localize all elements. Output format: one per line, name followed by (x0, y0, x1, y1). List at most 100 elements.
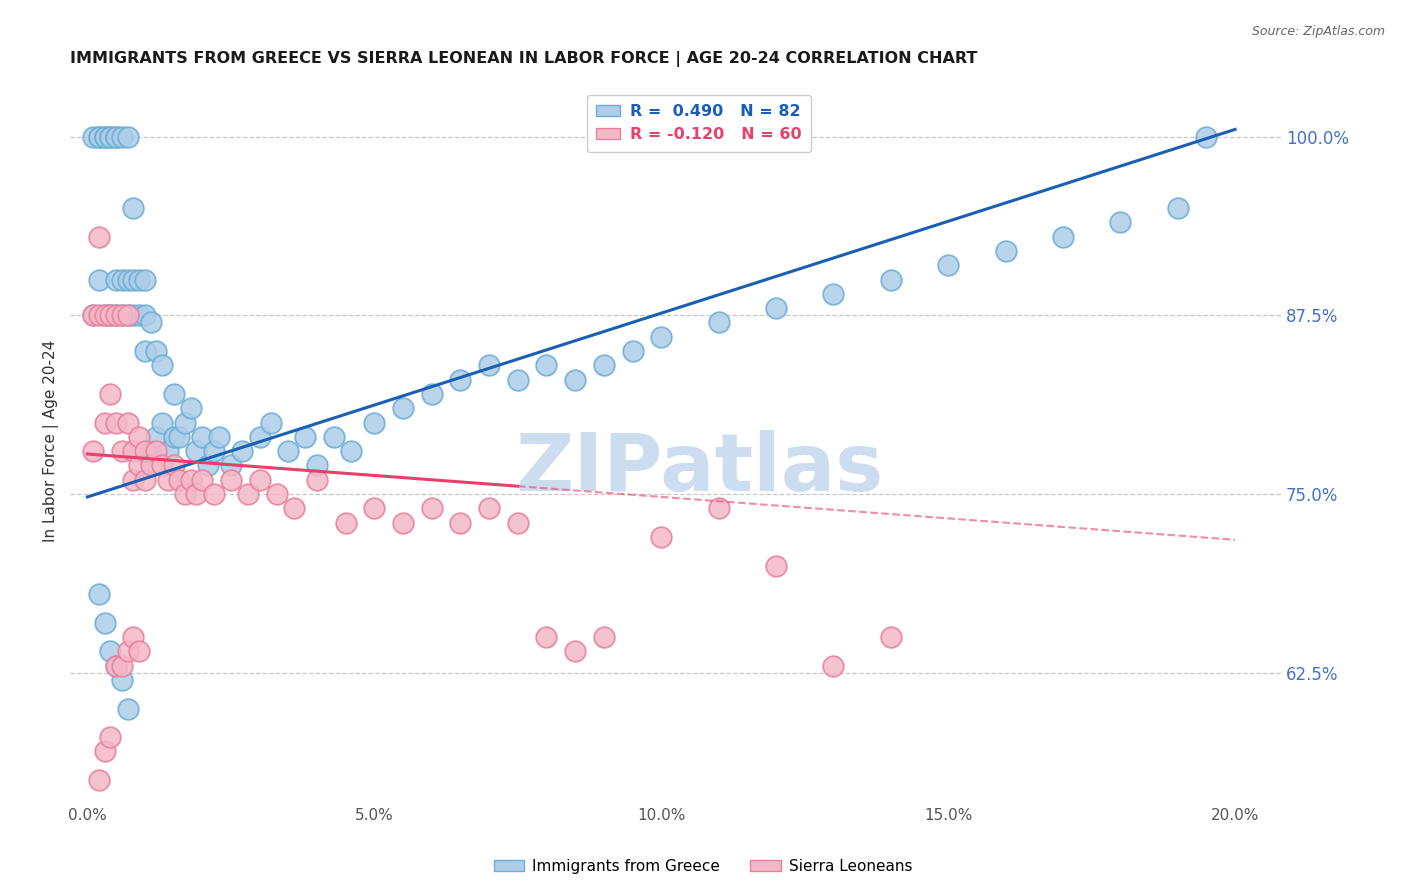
Point (122, 201, 145, 215)
Point (87, 129, 110, 144)
Point (707, 501, 730, 516)
Point (105, 416, 128, 430)
Point (249, 430, 271, 444)
Point (162, 387, 184, 401)
Point (93, 129, 115, 144)
Point (994, 244, 1017, 258)
Point (82, 129, 104, 144)
Point (93, 129, 115, 144)
Point (156, 444, 179, 458)
Point (145, 430, 167, 444)
Point (93, 615, 115, 630)
Text: ZIPatlas: ZIPatlas (516, 430, 884, 508)
Point (478, 359, 501, 373)
Point (128, 308, 150, 322)
Point (936, 258, 959, 272)
Point (231, 444, 253, 458)
Point (707, 316, 730, 330)
Point (82, 444, 104, 458)
Point (1167, 201, 1189, 215)
Point (236, 487, 259, 501)
Point (134, 344, 156, 359)
Point (150, 359, 173, 373)
Point (139, 444, 162, 458)
Point (122, 272, 145, 286)
Point (208, 430, 231, 444)
Point (564, 373, 586, 387)
Point (93, 308, 115, 322)
Point (191, 473, 214, 487)
Point (111, 308, 134, 322)
Point (87, 129, 110, 144)
Legend: R =  0.490   N = 82, R = -0.120   N = 60: R = 0.490 N = 82, R = -0.120 N = 60 (586, 95, 811, 152)
Point (478, 501, 501, 516)
Point (186, 444, 208, 458)
Point (100, 129, 122, 144)
Point (765, 301, 787, 315)
Point (823, 658, 845, 673)
Point (100, 308, 122, 322)
Point (650, 330, 672, 344)
Point (111, 129, 134, 144)
Point (506, 516, 529, 530)
Point (294, 430, 316, 444)
Point (420, 387, 443, 401)
Point (162, 458, 184, 473)
Point (82, 308, 104, 322)
Point (122, 473, 145, 487)
Point (100, 129, 122, 144)
Point (128, 644, 150, 658)
Point (122, 444, 145, 458)
Text: IMMIGRANTS FROM GREECE VS SIERRA LEONEAN IN LABOR FORCE | AGE 20-24 CORRELATION : IMMIGRANTS FROM GREECE VS SIERRA LEONEAN… (70, 51, 977, 67)
Point (100, 387, 122, 401)
Point (1195, 129, 1218, 144)
Point (117, 129, 139, 144)
Point (87, 308, 110, 322)
Point (564, 644, 586, 658)
Point (449, 516, 471, 530)
Point (117, 416, 139, 430)
Point (1052, 229, 1074, 244)
Point (134, 272, 156, 286)
Point (93, 744, 115, 758)
Point (167, 430, 190, 444)
Point (506, 373, 529, 387)
Point (117, 644, 139, 658)
Point (180, 473, 202, 487)
Point (111, 444, 134, 458)
Point (156, 473, 179, 487)
Point (105, 658, 128, 673)
Point (100, 644, 122, 658)
Point (82, 308, 104, 322)
Point (420, 501, 443, 516)
Point (117, 272, 139, 286)
Point (100, 730, 122, 744)
Point (105, 308, 128, 322)
Point (111, 308, 134, 322)
Point (305, 458, 328, 473)
Point (139, 316, 162, 330)
Point (335, 516, 357, 530)
Point (180, 401, 202, 416)
Point (191, 430, 214, 444)
Point (150, 416, 173, 430)
Point (150, 458, 173, 473)
Point (117, 308, 139, 322)
Point (100, 308, 122, 322)
Text: Source: ZipAtlas.com: Source: ZipAtlas.com (1251, 25, 1385, 38)
Point (128, 458, 150, 473)
Point (592, 359, 614, 373)
Point (305, 473, 328, 487)
Point (260, 416, 283, 430)
Point (111, 658, 134, 673)
Point (128, 272, 150, 286)
Point (162, 430, 184, 444)
Point (266, 487, 288, 501)
Point (197, 458, 219, 473)
Point (592, 630, 614, 644)
Point (202, 444, 225, 458)
Point (117, 701, 139, 715)
Point (87, 587, 110, 601)
Point (134, 444, 156, 458)
Point (122, 630, 145, 644)
